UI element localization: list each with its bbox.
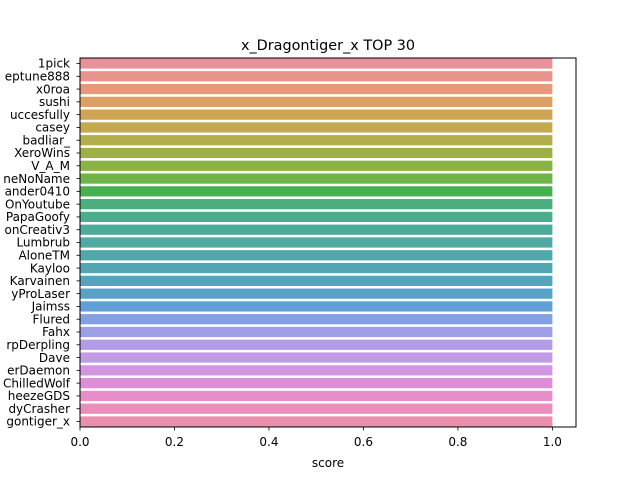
- bar-24: [80, 365, 553, 376]
- y-tick-label: rpDerpling: [6, 338, 70, 352]
- x-tick-label: 0.2: [165, 435, 184, 449]
- bar-23: [80, 352, 553, 363]
- x-axis-ticks: 0.0 0.2 0.4 0.6 0.8 1.0: [70, 427, 562, 449]
- bar-9: [80, 173, 553, 184]
- y-tick-label: sushi: [39, 95, 70, 109]
- bar-21: [80, 326, 553, 338]
- bar-8: [80, 160, 553, 171]
- bar-19: [80, 301, 553, 312]
- y-axis-ticks: 1pickeptune888x0roasushiuccesfullycaseyb…: [3, 57, 80, 429]
- y-tick-label: Karvainen: [10, 274, 70, 288]
- y-tick-label: OnYoutube: [5, 197, 70, 211]
- bar-14: [80, 237, 553, 248]
- y-tick-label: yProLaser: [11, 287, 70, 301]
- bar-10: [80, 186, 553, 197]
- y-tick-label: onCreativ3: [4, 223, 70, 237]
- x-tick-label: 0.8: [448, 435, 467, 449]
- bar-28: [80, 416, 553, 427]
- plot-frame: [79, 57, 577, 428]
- y-tick-label: uccesfully: [10, 108, 70, 122]
- y-tick-label: heezeGDS: [8, 389, 70, 403]
- y-tick-label: neNoName: [3, 172, 70, 186]
- y-tick-label: Lumbrub: [16, 236, 70, 250]
- bar-2: [80, 83, 553, 95]
- y-tick-label: eptune888: [5, 69, 70, 83]
- y-tick-label: badliar_: [22, 133, 71, 147]
- chart-title: x_Dragontiger_x TOP 30: [241, 38, 415, 54]
- y-tick-label: gontiger_x: [6, 415, 70, 429]
- bar-27: [80, 403, 553, 414]
- y-tick-label: dyCrasher: [8, 402, 70, 416]
- bar-11: [80, 199, 553, 210]
- bar-20: [80, 314, 553, 325]
- y-tick-label: x0roa: [36, 82, 70, 96]
- y-tick-label: Dave: [39, 351, 70, 365]
- bar-17: [80, 275, 553, 286]
- bar-0: [80, 58, 553, 69]
- x-tick-label: 0.0: [70, 435, 89, 449]
- y-tick-label: 1pick: [38, 57, 70, 71]
- y-tick-label: Kayloo: [30, 261, 70, 275]
- bar-5: [80, 122, 553, 133]
- y-tick-label: Flured: [32, 312, 70, 326]
- y-tick-label: ChilledWolf: [3, 376, 71, 390]
- y-tick-label: Jaimss: [31, 300, 70, 314]
- bar-7: [80, 147, 553, 159]
- bar-16: [80, 262, 553, 274]
- bar-3: [80, 96, 553, 107]
- bar-12: [80, 211, 553, 223]
- bar-13: [80, 224, 553, 235]
- bar-15: [80, 250, 553, 261]
- x-tick-label: 0.6: [354, 435, 373, 449]
- bars-group: [80, 58, 553, 427]
- y-tick-label: AloneTM: [18, 248, 70, 262]
- bar-6: [80, 135, 553, 146]
- y-tick-label: casey: [35, 121, 70, 135]
- y-tick-label: Fahx: [42, 325, 70, 339]
- bar-1: [80, 71, 553, 82]
- y-tick-label: V_A_M: [31, 159, 70, 173]
- x-tick-label: 0.4: [259, 435, 278, 449]
- bar-4: [80, 109, 553, 120]
- y-tick-label: XeroWins: [14, 146, 70, 160]
- x-axis-label: score: [312, 456, 344, 470]
- x-tick-label: 1.0: [543, 435, 562, 449]
- bar-18: [80, 288, 553, 299]
- bar-26: [80, 390, 553, 402]
- y-tick-label: erDaemon: [7, 364, 70, 378]
- bar-22: [80, 339, 553, 350]
- bar-25: [80, 378, 553, 389]
- y-tick-label: ander0410: [5, 185, 70, 199]
- y-tick-label: PapaGoofy: [6, 210, 70, 224]
